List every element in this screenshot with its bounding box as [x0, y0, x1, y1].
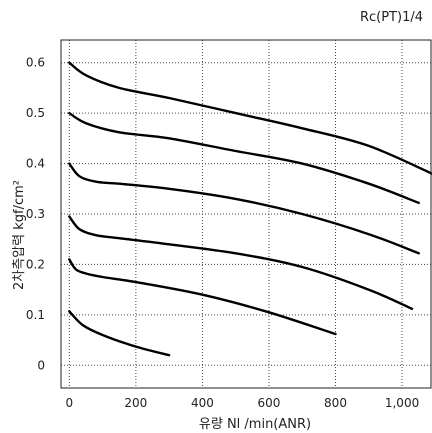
axes — [60, 39, 432, 389]
y-tick-label: 0.3 — [26, 207, 45, 221]
y-tick-label: 0.1 — [26, 308, 45, 322]
y-tick-label: 0.6 — [26, 56, 45, 70]
y-tick-label: 0.4 — [26, 157, 45, 171]
series-line-2 — [68, 258, 337, 336]
x-tick-label: 0 — [65, 396, 73, 410]
x-tick-label: 800 — [324, 396, 347, 410]
x-tick-label: 200 — [124, 396, 147, 410]
series-line-5 — [68, 111, 420, 205]
x-tick-label: 1,000 — [385, 396, 419, 410]
y-tick-label: 0.2 — [26, 257, 45, 271]
series-line-6 — [68, 61, 432, 175]
y-tick-label: 0.5 — [26, 106, 45, 120]
x-tick-labels: 0 200 400 600 800 1,000 — [65, 396, 419, 410]
x-tick-label: 400 — [191, 396, 214, 410]
series-lines — [68, 61, 432, 357]
x-axis-label: 유량 Nl /min(ANR) — [199, 417, 311, 432]
chart-subtitle: Rc(PT)1/4 — [360, 10, 423, 25]
series-line-1 — [68, 310, 171, 357]
series-line-3 — [68, 215, 414, 310]
y-axis-label: 2차측압력 kgf/cm² — [12, 180, 27, 290]
y-tick-label: 0 — [37, 358, 45, 372]
grid — [61, 40, 432, 388]
y-tick-labels: 0 0.1 0.2 0.3 0.4 0.5 0.6 — [26, 56, 45, 373]
series-line-4 — [68, 162, 420, 255]
plot-frame — [60, 39, 432, 389]
x-tick-label: 600 — [258, 396, 281, 410]
